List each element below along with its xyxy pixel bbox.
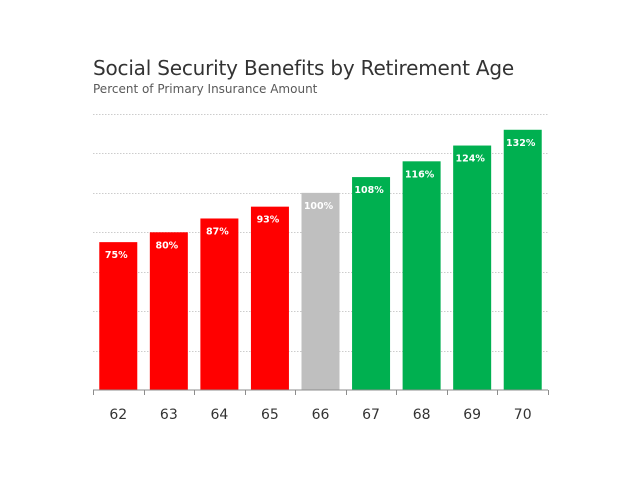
x-tick-label-68: 68: [413, 407, 431, 423]
chart-title: Social Security Benefits by Retirement A…: [93, 56, 514, 80]
data-label-67: 108%: [354, 185, 384, 196]
bar-66: [301, 192, 340, 390]
bars: [99, 129, 542, 390]
x-tick-label-62: 62: [109, 407, 127, 423]
x-tick-label-70: 70: [514, 407, 532, 423]
data-label-70: 132%: [506, 138, 536, 149]
bar-68: [402, 161, 441, 390]
x-axis-labels: 62 63 64 65 66 67 68 69 70: [109, 407, 531, 423]
bar-62: [99, 242, 138, 390]
x-tick-label-63: 63: [160, 407, 178, 423]
data-label-66: 100%: [304, 201, 334, 212]
data-label-63: 80%: [155, 240, 178, 251]
bar-64: [200, 218, 239, 390]
data-label-65: 93%: [257, 215, 280, 226]
x-tick-label-67: 67: [362, 407, 380, 423]
x-axis-ticks: [93, 390, 549, 395]
x-tick-label-65: 65: [261, 407, 279, 423]
data-label-69: 124%: [455, 154, 485, 165]
x-tick-label-66: 66: [312, 407, 330, 423]
data-label-62: 75%: [105, 250, 128, 261]
x-tick-label-69: 69: [463, 407, 481, 423]
x-tick-label-64: 64: [210, 407, 228, 423]
bar-69: [453, 145, 492, 390]
bar-67: [352, 177, 391, 390]
data-labels: 75% 80% 87% 93% 100% 108% 116% 124% 132%: [105, 138, 536, 261]
data-label-64: 87%: [206, 226, 229, 237]
data-label-68: 116%: [405, 169, 435, 180]
bar-63: [149, 232, 188, 390]
bar-65: [250, 206, 289, 390]
chart-subtitle: Percent of Primary Insurance Amount: [93, 82, 318, 96]
bar-70: [503, 129, 542, 390]
